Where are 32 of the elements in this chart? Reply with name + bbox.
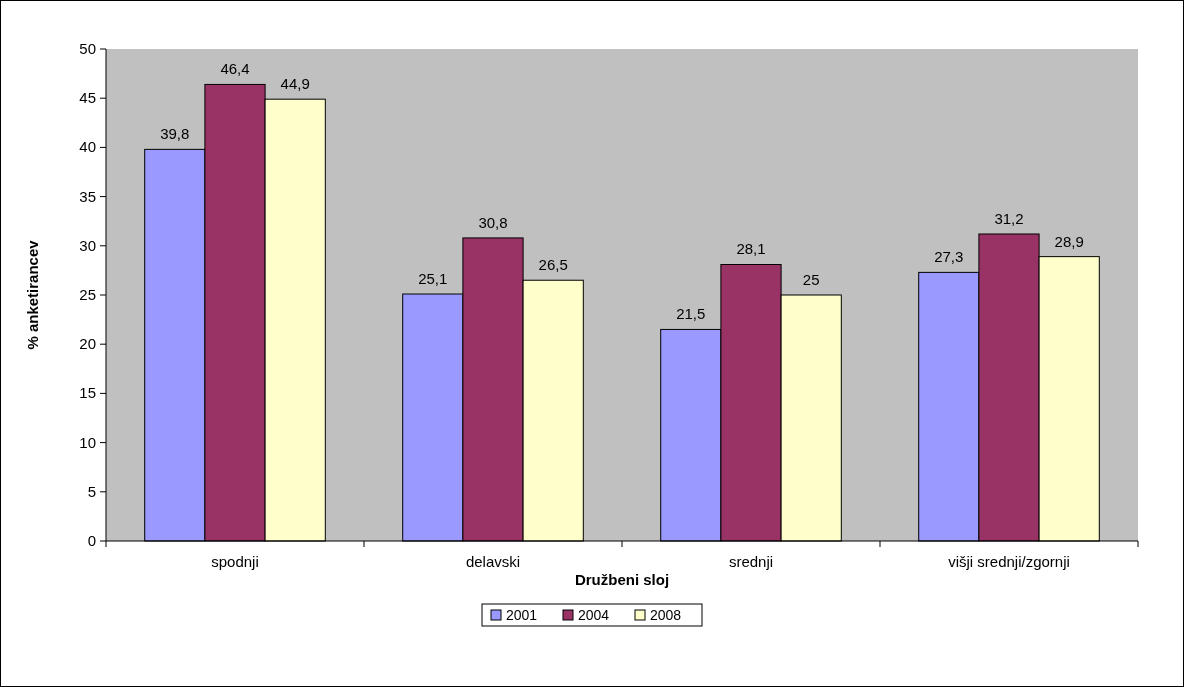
- x-tick-label: srednji: [728, 553, 774, 570]
- y-tick-label: 40: [79, 138, 96, 156]
- y-tick-label: 45: [79, 89, 96, 107]
- y-tick-label: 10: [79, 433, 96, 451]
- data-label: 46,4: [220, 60, 250, 78]
- y-axis-title: % anketirancev: [24, 239, 41, 350]
- legend-label: 2008: [650, 607, 682, 623]
- x-tick-label: spodnji: [211, 553, 259, 570]
- data-label: 28,9: [1054, 232, 1084, 250]
- y-tick-label: 0: [87, 532, 96, 549]
- y-tick-label: 15: [79, 384, 96, 402]
- x-tick-label: delavski: [465, 553, 521, 570]
- data-label: 31,2: [994, 209, 1024, 227]
- y-tick-label: 5: [87, 482, 96, 500]
- legend-label: 2001: [506, 607, 538, 623]
- data-label: 28,1: [736, 240, 766, 258]
- y-tick-label: 30: [79, 236, 96, 254]
- y-tick-label: 20: [79, 335, 96, 353]
- data-label: 39,8: [160, 125, 190, 143]
- x-axis-title: Družbeni sloj: [574, 571, 670, 588]
- data-label: 25: [802, 271, 820, 288]
- data-label: 21,5: [676, 305, 706, 323]
- data-label: 30,8: [478, 213, 508, 231]
- y-tick-label: 50: [79, 40, 96, 57]
- legend-label: 2004: [578, 607, 610, 623]
- data-label: 27,3: [934, 248, 964, 266]
- data-label: 26,5: [538, 256, 568, 274]
- x-tick-label: višji srednji/zgornji: [948, 553, 1070, 570]
- data-label: 25,1: [418, 270, 448, 288]
- data-label: 44,9: [280, 75, 310, 93]
- y-tick-label: 35: [79, 187, 96, 205]
- y-tick-label: 25: [79, 286, 96, 303]
